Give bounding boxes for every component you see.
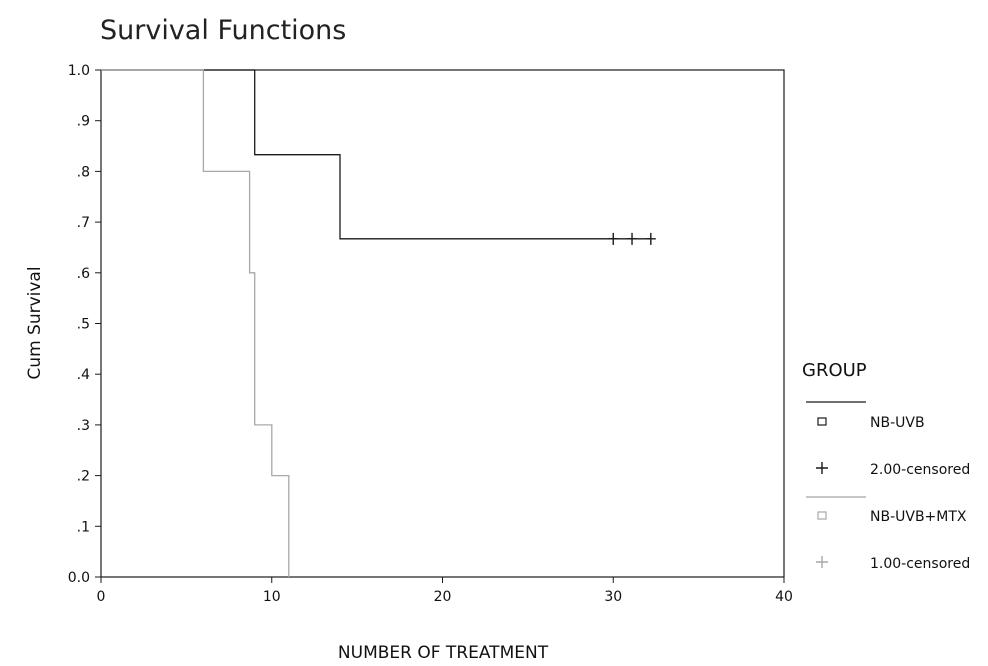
chart-title: Survival Functions xyxy=(100,15,346,46)
y-tick-label: .5 xyxy=(77,317,90,333)
y-tick-label: 1.0 xyxy=(68,63,90,79)
y-tick-label: 0.0 xyxy=(68,570,90,586)
legend-square-icon xyxy=(817,511,827,520)
censored-point xyxy=(627,232,638,245)
y-tick-label: .8 xyxy=(77,164,90,180)
x-axis-ticks: 0 10 20 30 40 xyxy=(97,577,793,605)
y-tick-label: .2 xyxy=(77,469,90,485)
y-tick-label: .1 xyxy=(77,519,90,535)
x-axis-label: NUMBER OF TREATMENT xyxy=(338,643,549,663)
y-tick-label: .6 xyxy=(77,266,90,282)
y-tick-label: .3 xyxy=(77,418,90,434)
x-tick-label: 0 xyxy=(97,589,106,605)
y-tick-label: .4 xyxy=(77,367,90,383)
legend-label: NB-UVB xyxy=(870,415,925,431)
x-tick-label: 30 xyxy=(604,589,622,605)
censored-point xyxy=(608,232,619,245)
legend-label: NB-UVB+MTX xyxy=(870,509,967,525)
x-tick-label: 40 xyxy=(775,589,793,605)
legend-label: 1.00-censored xyxy=(870,556,970,572)
legend-plus-icon xyxy=(816,556,828,568)
x-tick-label: 10 xyxy=(263,589,281,605)
censored-point xyxy=(645,232,656,245)
x-tick-label: 20 xyxy=(434,589,452,605)
series-line-nb-uvb xyxy=(101,69,651,240)
legend-plus-icon xyxy=(816,462,828,474)
legend-square-icon xyxy=(817,417,827,426)
y-tick-label: .9 xyxy=(77,114,90,130)
legend: GROUP NB-UVB 2.00-censored NB-UVB+MTX 1.00-… xyxy=(802,360,970,572)
series-line-nb-uvb-mtx xyxy=(101,69,290,577)
legend-title: GROUP xyxy=(802,360,867,381)
y-tick-label: .7 xyxy=(77,215,90,231)
legend-entries: NB-UVB 2.00-censored NB-UVB+MTX 1.00-censor… xyxy=(816,415,970,572)
legend-label: 2.00-censored xyxy=(870,462,970,478)
y-axis-ticks: 0.0 .1 .2 .3 .4 .5 .6 .7 .8 .9 1.0 xyxy=(68,63,101,586)
y-axis-label: Cum Survival xyxy=(25,266,45,379)
series-layer xyxy=(101,69,656,577)
